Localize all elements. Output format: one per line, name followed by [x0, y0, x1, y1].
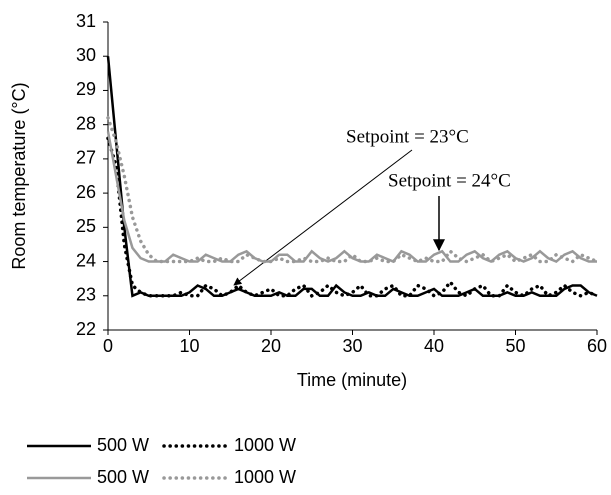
annotation: Setpoint = 23°C: [346, 126, 469, 147]
y-tick-label: 24: [76, 250, 96, 270]
y-tick-label: 27: [76, 148, 96, 168]
annotation: Setpoint = 24°C: [388, 170, 511, 191]
series-line: [106, 136, 599, 298]
x-tick-label: 40: [424, 336, 444, 356]
x-tick-label: 50: [505, 336, 525, 356]
series-line: [106, 131, 597, 264]
series-line: [106, 56, 598, 298]
x-tick-label: 60: [587, 336, 607, 356]
y-tick-label: 30: [76, 45, 96, 65]
y-tick-label: 22: [76, 319, 96, 339]
x-tick-label: 10: [179, 336, 199, 356]
legend-label: 500 W: [97, 435, 149, 455]
x-tick-label: 0: [103, 336, 113, 356]
legend-label: 1000 W: [234, 467, 296, 487]
y-tick-label: 25: [76, 216, 96, 236]
x-axis-title: Time (minute): [297, 370, 407, 390]
y-tick-label: 29: [76, 79, 96, 99]
legend-label: 500 W: [97, 467, 149, 487]
annotation-arrow: [233, 149, 413, 286]
y-tick-label: 28: [76, 113, 96, 133]
x-tick-label: 20: [261, 336, 281, 356]
y-tick-label: 31: [76, 11, 96, 31]
y-tick-label: 23: [76, 285, 96, 305]
legend-label: 1000 W: [234, 435, 296, 455]
y-tick-label: 26: [76, 182, 96, 202]
y-axis-title: Room temperature (°C): [9, 82, 29, 269]
x-tick-label: 30: [342, 336, 362, 356]
